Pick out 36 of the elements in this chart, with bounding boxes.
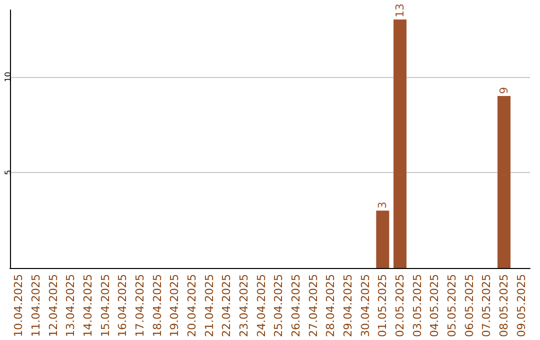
x-tick-label: 30.04.2025 [358, 274, 372, 338]
x-tick-label: 01.05.2025 [376, 274, 390, 338]
bar [376, 210, 390, 268]
data-label: 13 [394, 4, 406, 18]
x-tick-label: 03.05.2025 [410, 274, 424, 338]
x-tick-label: 02.05.2025 [394, 274, 406, 338]
x-tick-label: 12.04.2025 [46, 274, 60, 338]
x-tick-label: 14.04.2025 [82, 274, 94, 338]
x-tick-label: 13.04.2025 [64, 274, 78, 338]
x-tick-label: 16.04.2025 [116, 274, 130, 338]
bar [394, 20, 406, 268]
x-tick-label: 08.05.2025 [498, 274, 510, 338]
x-tick-label: 29.04.2025 [342, 274, 354, 338]
x-tick-label: 05.05.2025 [446, 274, 458, 338]
bar [498, 96, 510, 268]
x-tick-label: 22.04.2025 [220, 274, 234, 338]
x-tick-label: 07.05.2025 [480, 274, 494, 338]
x-tick-label: 28.04.2025 [324, 274, 338, 338]
x-tick-label: 15.04.2025 [98, 274, 112, 338]
x-tick-label: 20.04.2025 [186, 274, 198, 338]
data-label: 9 [498, 87, 510, 94]
x-tick-label: 18.04.2025 [150, 274, 164, 338]
x-tick-label: 19.04.2025 [168, 274, 182, 338]
x-tick-label: 27.04.2025 [306, 274, 320, 338]
x-tick-label: 17.04.2025 [134, 274, 146, 338]
x-tick-label: 06.05.2025 [462, 274, 476, 338]
x-tick-label: 23.04.2025 [238, 274, 250, 338]
x-tick-label: 09.05.2025 [514, 274, 528, 338]
x-tick-label: 24.04.2025 [254, 274, 268, 338]
x-tick-label: 21.04.2025 [202, 274, 216, 338]
x-tick-label: 25.04.2025 [272, 274, 286, 338]
x-tick-label: 04.05.2025 [428, 274, 442, 338]
x-tick-label: 11.04.2025 [30, 274, 42, 338]
x-tick-label: 26.04.2025 [290, 274, 302, 338]
x-tick-label: 10.04.2025 [12, 274, 26, 338]
data-label: 3 [376, 202, 390, 209]
